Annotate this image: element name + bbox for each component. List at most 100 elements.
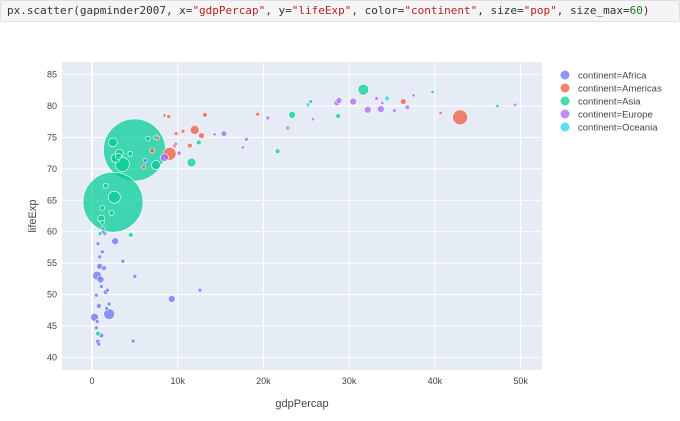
scatter-point[interactable] [162,113,167,118]
scatter-point[interactable] [104,306,109,311]
y-axis-ticks: 40 45 50 55 60 65 70 75 80 85 [47,70,57,363]
scatter-point[interactable] [160,153,169,162]
scatter-point[interactable] [180,128,186,134]
scatter-point[interactable] [149,147,155,154]
scatter-point[interactable] [95,330,101,337]
scatter-point[interactable] [220,130,228,137]
scatter-point[interactable] [144,135,151,142]
legend-marker[interactable] [560,70,570,80]
scatter-point[interactable] [308,99,314,104]
scatter-point[interactable] [115,152,122,160]
scatter-point[interactable] [384,95,390,102]
scatter-point[interactable] [495,103,500,109]
scatter-point[interactable] [380,100,385,105]
scatter-point[interactable] [130,338,136,344]
scatter-point[interactable] [167,295,176,303]
legend-marker[interactable] [560,109,570,119]
y-tick-label: 40 [47,352,57,362]
scatter-point[interactable] [99,284,104,289]
scatter-point[interactable] [96,275,105,284]
scatter-point[interactable] [99,219,105,225]
scatter-point[interactable] [102,183,109,189]
scatter-point[interactable] [176,150,182,156]
scatter-point[interactable] [335,113,341,119]
scatter-point[interactable] [438,110,443,115]
legend-label[interactable]: continent=Oceania [578,123,658,134]
scatter-point[interactable] [189,125,200,135]
scatter-point[interactable] [93,325,99,331]
legend-marker[interactable] [560,96,570,106]
scatter-point[interactable] [166,114,171,119]
scatter-point[interactable] [94,319,100,324]
scatter-point[interactable] [127,232,134,238]
scatter-point[interactable] [90,312,99,322]
scatter-point[interactable] [97,231,103,236]
scatter-point[interactable] [173,131,179,136]
scatter-point[interactable] [108,210,115,216]
x-tick-label: 30k [342,376,357,386]
scatter-point[interactable] [404,104,410,110]
scatter-point[interactable] [96,341,102,347]
scatter-point[interactable] [132,274,138,279]
scatter-point[interactable] [310,117,315,122]
scatter-point[interactable] [240,145,245,150]
scatter-point[interactable] [155,135,161,141]
scatter-point[interactable] [400,98,407,105]
scatter-point[interactable] [305,102,311,108]
scatter-point[interactable] [111,237,119,245]
scatter-point[interactable] [105,287,110,293]
legend-label[interactable]: continent=Asia [578,97,641,108]
scatter-point[interactable] [285,125,291,131]
legend-marker[interactable] [560,122,570,132]
scatter-point[interactable] [392,108,397,113]
legend-label[interactable]: continent=Africa [578,71,647,82]
scatter-point[interactable] [99,249,105,255]
data-points[interactable] [82,83,518,347]
legend-label[interactable]: continent=Americas [578,84,662,95]
scatter-point[interactable] [430,90,435,95]
scatter-point[interactable] [173,141,178,146]
legend-label[interactable]: continent=Europe [578,110,653,121]
scatter-point[interactable] [101,265,107,271]
scatter-point[interactable] [108,137,118,148]
scatter-point[interactable] [93,292,99,298]
scatter-point[interactable] [120,258,126,264]
scatter-point[interactable] [374,96,379,101]
scatter-point[interactable] [376,105,385,113]
scatter-point[interactable] [288,111,296,119]
scatter-point[interactable] [95,241,101,246]
scatter-point[interactable] [513,102,518,107]
scatter-point[interactable] [100,226,106,231]
legend[interactable]: continent=Africa continent=Americas contin… [560,70,662,134]
scatter-point[interactable] [198,132,205,139]
scatter-point[interactable] [357,83,370,96]
scatter-point[interactable] [97,254,103,260]
scatter-point[interactable] [103,118,166,182]
scatter-point[interactable] [411,93,416,98]
scatter-point[interactable] [212,132,217,137]
scatter-point[interactable] [244,137,249,142]
legend-marker[interactable] [560,83,570,93]
scatter-point[interactable] [265,115,271,121]
scatter-point[interactable] [142,158,148,163]
scatter-point[interactable] [274,148,281,155]
scatter-point[interactable] [452,109,468,126]
scatter-point[interactable] [96,303,102,309]
scatter-point[interactable] [363,105,372,114]
scatter-point[interactable] [197,287,203,293]
scatter-point[interactable] [202,112,208,118]
scatter-point[interactable] [127,150,134,157]
scatter-point[interactable] [335,97,343,104]
scatter-point[interactable] [151,160,161,170]
scatter-point[interactable] [99,205,106,211]
scatter-point[interactable] [187,142,193,149]
scatter-point[interactable] [108,190,121,204]
scatter-point[interactable] [103,308,115,320]
scatter-point[interactable] [195,139,202,146]
scatter-point[interactable] [186,157,197,168]
scatter-point[interactable] [141,164,146,170]
scatter-point[interactable] [255,111,260,117]
code-cell[interactable]: px.scatter(gapminder2007, x="gdpPercap",… [0,0,680,22]
scatter-point[interactable] [349,97,357,106]
scatter-point[interactable] [106,301,112,307]
